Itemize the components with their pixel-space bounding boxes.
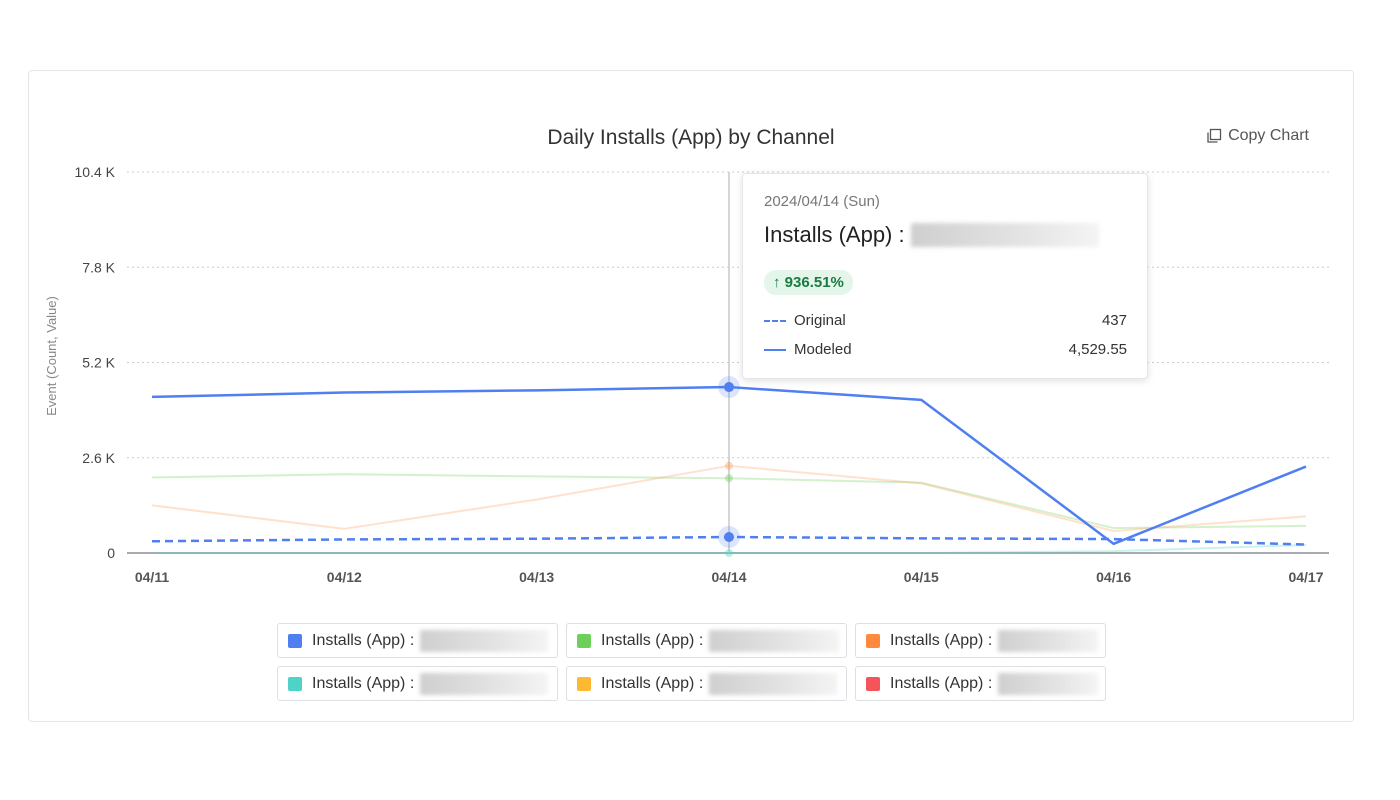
y-tick-label: 5.2 K: [82, 355, 115, 371]
x-tick-label: 04/14: [711, 569, 746, 585]
x-tick-label: 04/15: [904, 569, 939, 585]
x-tick-label: 04/11: [135, 569, 169, 585]
data-point: [151, 395, 154, 398]
legend-swatch: [577, 676, 591, 691]
hover-marker: [725, 549, 733, 557]
copy-chart-label: Copy Chart: [1228, 127, 1309, 144]
legend-swatch: [866, 676, 880, 691]
tooltip-date: 2024/04/14 (Sun): [764, 193, 880, 210]
data-point: [1305, 543, 1308, 546]
tooltip-row-value: 4,529.55: [1068, 341, 1127, 358]
chart-card: Daily Installs (App) by Channel Copy Cha…: [28, 70, 1354, 722]
redacted-value: [998, 672, 1099, 695]
series-line: [151, 473, 1307, 530]
chart-legend: Installs (App) : Installs (App) : Instal…: [277, 623, 1106, 701]
data-point: [343, 527, 346, 530]
data-point: [920, 552, 923, 555]
legend-swatch: [866, 633, 880, 648]
copy-icon: [1207, 128, 1222, 143]
y-tick-label: 7.8 K: [82, 259, 115, 275]
data-point: [343, 391, 346, 394]
legend-item[interactable]: Installs (App) :: [855, 666, 1106, 701]
legend-label: Installs (App) :: [890, 674, 993, 692]
redacted-value: [910, 223, 1099, 247]
redacted-value: [998, 629, 1099, 652]
legend-swatch: [577, 633, 591, 648]
tooltip-row-modeled: Modeled 4,529.55: [764, 341, 1127, 358]
y-tick-label: 0: [107, 545, 115, 561]
data-point: [920, 482, 923, 485]
solid-line-icon: [764, 348, 786, 351]
tooltip-row-label: Modeled: [794, 341, 852, 358]
data-point: [535, 498, 538, 501]
data-point: [535, 475, 538, 478]
legend-item[interactable]: Installs (App) :: [855, 623, 1106, 658]
line-chart[interactable]: 0 2.6 K 5.2 K 7.8 K 10.4 K Event (Count, Valu…: [29, 71, 1355, 611]
data-point: [920, 398, 923, 401]
data-point: [1112, 527, 1115, 530]
hover-marker: [724, 382, 734, 393]
legend-label: Installs (App) :: [312, 674, 415, 692]
change-badge: ↑ 936.51%: [764, 270, 853, 295]
copy-chart-button[interactable]: Copy Chart: [1206, 127, 1309, 145]
legend-swatch: [288, 633, 302, 648]
x-tick-label: 04/13: [519, 569, 554, 585]
data-point: [1112, 530, 1115, 533]
y-axis-title: Event (Count, Value): [44, 296, 59, 416]
data-point: [1112, 550, 1115, 553]
data-point: [151, 476, 154, 479]
y-tick-label: 2.6 K: [82, 450, 115, 466]
redacted-value: [709, 629, 840, 652]
data-point: [535, 552, 538, 555]
tooltip-metric-label: Installs (App) :: [764, 222, 905, 247]
x-tick-label: 04/17: [1288, 569, 1323, 585]
x-tick-label: 04/12: [327, 569, 362, 585]
data-point: [1112, 538, 1115, 541]
legend-item[interactable]: Installs (App) :: [277, 666, 558, 701]
tooltip-row-label: Original: [794, 312, 846, 329]
y-tick-label: 10.4 K: [75, 164, 116, 180]
redacted-value: [420, 672, 549, 695]
data-point: [151, 504, 154, 507]
tooltip-metric: Installs (App) :: [764, 222, 1099, 248]
tooltip-row-value: 437: [1101, 312, 1127, 329]
data-point: [535, 537, 538, 540]
series-line: [152, 543, 1307, 554]
data-point: [343, 552, 346, 555]
hover-marker: [724, 531, 734, 542]
data-point: [151, 540, 154, 543]
legend-item[interactable]: Installs (App) :: [277, 623, 558, 658]
data-point: [920, 537, 923, 540]
legend-item[interactable]: Installs (App) :: [566, 666, 847, 701]
hover-marker: [725, 461, 733, 470]
legend-label: Installs (App) :: [601, 674, 704, 692]
data-point: [1305, 465, 1308, 468]
legend-label: Installs (App) :: [601, 631, 704, 649]
chart-title: Daily Installs (App) by Channel: [547, 126, 835, 149]
data-point: [343, 473, 346, 476]
legend-label: Installs (App) :: [312, 631, 415, 649]
redacted-value: [709, 672, 838, 695]
data-point: [343, 538, 346, 541]
legend-swatch: [288, 676, 302, 691]
redacted-value: [420, 629, 549, 652]
dashed-line-icon: [764, 319, 786, 322]
tooltip-row-original: Original 437: [764, 312, 1127, 329]
series-line: [151, 464, 1307, 533]
data-point: [151, 552, 154, 555]
data-point: [535, 389, 538, 392]
legend-item[interactable]: Installs (App) :: [566, 623, 847, 658]
x-tick-label: 04/16: [1096, 569, 1131, 585]
chart-tooltip: 2024/04/14 (Sun) Installs (App) : ↑ 936.…: [742, 173, 1148, 379]
data-point: [1305, 515, 1308, 518]
hover-marker: [725, 474, 733, 483]
data-point: [1305, 524, 1308, 527]
data-point: [1112, 542, 1115, 545]
legend-label: Installs (App) :: [890, 631, 993, 649]
